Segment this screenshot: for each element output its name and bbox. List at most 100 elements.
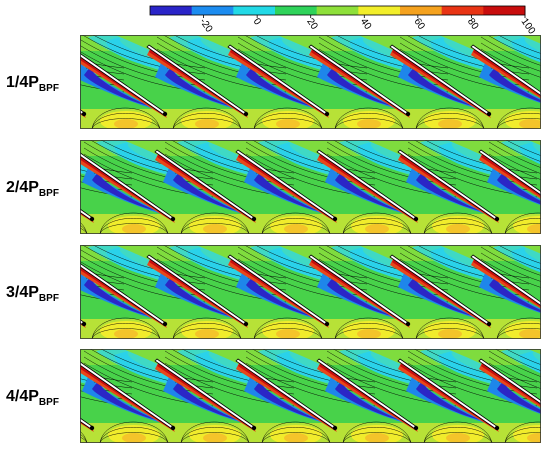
- trailing-edge-marker: [324, 321, 330, 327]
- dark-red-band: [481, 363, 541, 406]
- contour-line: [416, 245, 530, 279]
- trailing-edge-marker: [405, 111, 411, 117]
- contour-panel: [80, 140, 541, 234]
- orange-pocket: [195, 329, 219, 339]
- light-cyan-core: [349, 37, 416, 70]
- trailing-edge-marker: [486, 111, 492, 117]
- dark-red-band: [157, 363, 255, 431]
- contour-line: [334, 328, 404, 339]
- contour-line: [480, 246, 541, 276]
- contour-line: [253, 107, 323, 129]
- contour-line: [487, 245, 541, 270]
- orange-pocket: [122, 224, 146, 234]
- blue-region: [155, 273, 240, 320]
- dark-red-band: [311, 259, 409, 327]
- orange-pocket: [527, 433, 541, 443]
- panel-label: 2/4PBPF: [6, 179, 78, 199]
- contour-line: [172, 113, 242, 129]
- contour-line: [496, 323, 541, 339]
- trailing-edge-marker: [494, 216, 500, 222]
- contour-line: [342, 218, 412, 234]
- light-cyan-core: [276, 351, 343, 384]
- contour-line: [91, 107, 161, 129]
- dark-blue-core: [497, 381, 541, 414]
- dark-blue-core: [173, 172, 238, 211]
- colorbar-tick-label: 40: [358, 16, 374, 32]
- orange-pocket: [357, 119, 381, 129]
- dark-red-band: [230, 49, 328, 117]
- colorbar-tick-label: 60: [411, 16, 427, 32]
- contour-line: [173, 245, 287, 279]
- light-cyan-core: [519, 351, 541, 374]
- trailing-edge-marker: [332, 216, 338, 222]
- orange-pocket: [446, 224, 470, 234]
- contour-line: [488, 153, 541, 180]
- contour-line: [262, 349, 376, 383]
- contour-line: [80, 222, 88, 234]
- colorbar-segment: [400, 6, 443, 15]
- trailing-edge-marker: [243, 321, 249, 327]
- contour-line: [423, 427, 493, 443]
- trailing-edge-marker: [413, 425, 419, 431]
- panel-border: [80, 140, 541, 234]
- dark-blue-core: [489, 277, 541, 313]
- panel-label-sub: BPF: [38, 188, 59, 199]
- trailing-edge-marker: [81, 111, 87, 117]
- contour-line: [335, 245, 449, 279]
- contour-line: [91, 323, 161, 339]
- contour-line: [181, 349, 295, 383]
- contour-line: [99, 427, 169, 443]
- trailing-edge-marker: [332, 425, 338, 431]
- light-cyan-core: [438, 351, 505, 384]
- contour-line: [504, 427, 541, 443]
- trailing-edge-marker: [89, 216, 95, 222]
- colorbar-segment: [275, 6, 318, 15]
- contour-panel: [80, 245, 541, 339]
- trailing-edge-marker: [251, 425, 257, 431]
- contour-line: [497, 245, 541, 264]
- contour-line: [80, 228, 88, 234]
- trailing-edge-marker: [81, 321, 87, 327]
- contour-line: [497, 35, 541, 54]
- light-cyan-core: [430, 247, 497, 280]
- dark-blue-core: [165, 67, 230, 106]
- contour-line: [415, 317, 485, 339]
- dark-red-band: [400, 363, 498, 431]
- colorbar-frame: [149, 5, 526, 16]
- contour-line: [180, 223, 250, 234]
- trailing-edge-marker: [405, 321, 411, 327]
- dark-blue-core: [489, 67, 541, 103]
- dark-red-band: [238, 154, 336, 222]
- blue-region: [80, 63, 159, 110]
- colorbar: -20 0 20 40 60 80 100: [149, 5, 538, 37]
- trailing-edge-marker: [170, 216, 176, 222]
- panel-border: [80, 245, 541, 339]
- contour-line: [91, 118, 161, 129]
- contour-line: [80, 225, 88, 234]
- trailing-edge-marker: [251, 216, 257, 222]
- dark-blue-core: [335, 172, 400, 211]
- colorbar-tick-label: 100: [519, 16, 538, 36]
- blade: [470, 254, 541, 307]
- blue-region: [325, 168, 410, 215]
- contour-line: [334, 113, 404, 129]
- light-cyan-core: [511, 247, 541, 273]
- orange-pocket: [365, 433, 389, 443]
- light-cyan-core: [511, 37, 541, 63]
- light-cyan-core: [195, 351, 262, 384]
- contour-line: [334, 118, 404, 129]
- contour-line: [180, 421, 250, 443]
- dark-blue-core: [416, 172, 481, 211]
- colorbar-segment: [150, 6, 193, 15]
- contour-line: [415, 323, 485, 339]
- dark-red-band: [157, 154, 255, 222]
- dark-blue-core: [408, 67, 473, 106]
- contour-line: [480, 252, 541, 282]
- dark-red-band: [230, 259, 328, 327]
- colorbar-segment: [233, 6, 276, 15]
- orange-pocket: [114, 329, 138, 339]
- trailing-edge-marker: [162, 321, 168, 327]
- contour-line: [504, 212, 541, 234]
- orange-pocket: [284, 224, 308, 234]
- colorbar-segment: [441, 6, 484, 15]
